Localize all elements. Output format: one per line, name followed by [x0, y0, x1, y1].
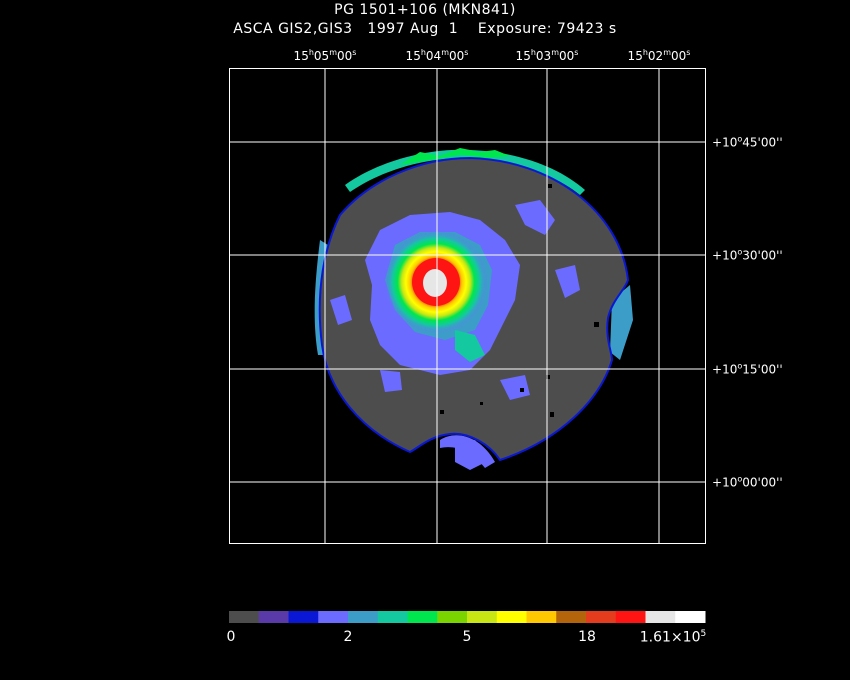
ra-tick-label: 15h02m00s [627, 48, 691, 63]
colorbar-cell [348, 611, 379, 623]
colorbar-label: 18 [578, 629, 596, 645]
colorbar-cell [526, 611, 557, 623]
colorbar-label: 0 [226, 629, 236, 645]
plot-title: PG 1501+106 (MKN841) [334, 2, 516, 18]
colorbar-label: 2 [343, 629, 353, 645]
colorbar-cell [675, 611, 706, 623]
plot-subtitle: ASCA GIS2,GIS3 1997 Aug 1 Exposure: 7942… [233, 21, 617, 37]
colorbar-cell [586, 611, 617, 623]
colorbar-cell [437, 611, 468, 623]
colorbar-cell [645, 611, 676, 623]
coordinate-grid [229, 68, 706, 544]
colorbar-label: 5 [462, 629, 472, 645]
colorbar-cell [467, 611, 498, 623]
colorbar-cell [407, 611, 438, 623]
ra-tick-label: 15h05m00s [293, 48, 357, 63]
colorbar [229, 611, 706, 623]
source-core [423, 269, 447, 297]
dec-tick-label: +10o00'00'' [712, 474, 783, 490]
colorbar-cell [496, 611, 527, 623]
colorbar-cell [377, 611, 408, 623]
ra-tick-label: 15h04m00s [405, 48, 469, 63]
colorbar-cell [615, 611, 646, 623]
colorbar-cell [258, 611, 289, 623]
masked-pixels [440, 184, 599, 417]
dec-tick-label: +10o45'00'' [712, 134, 783, 150]
colorbar-cell [288, 611, 319, 623]
dec-tick-label: +10o30'00'' [712, 247, 783, 263]
dec-tick-label: +10o15'00'' [712, 361, 783, 377]
colorbar-cell [229, 611, 260, 623]
colorbar-cell [556, 611, 587, 623]
colorbar-cell [318, 611, 349, 623]
colorbar-label-max: 1.61×105 [639, 629, 707, 646]
ra-tick-label: 15h03m00s [515, 48, 579, 63]
